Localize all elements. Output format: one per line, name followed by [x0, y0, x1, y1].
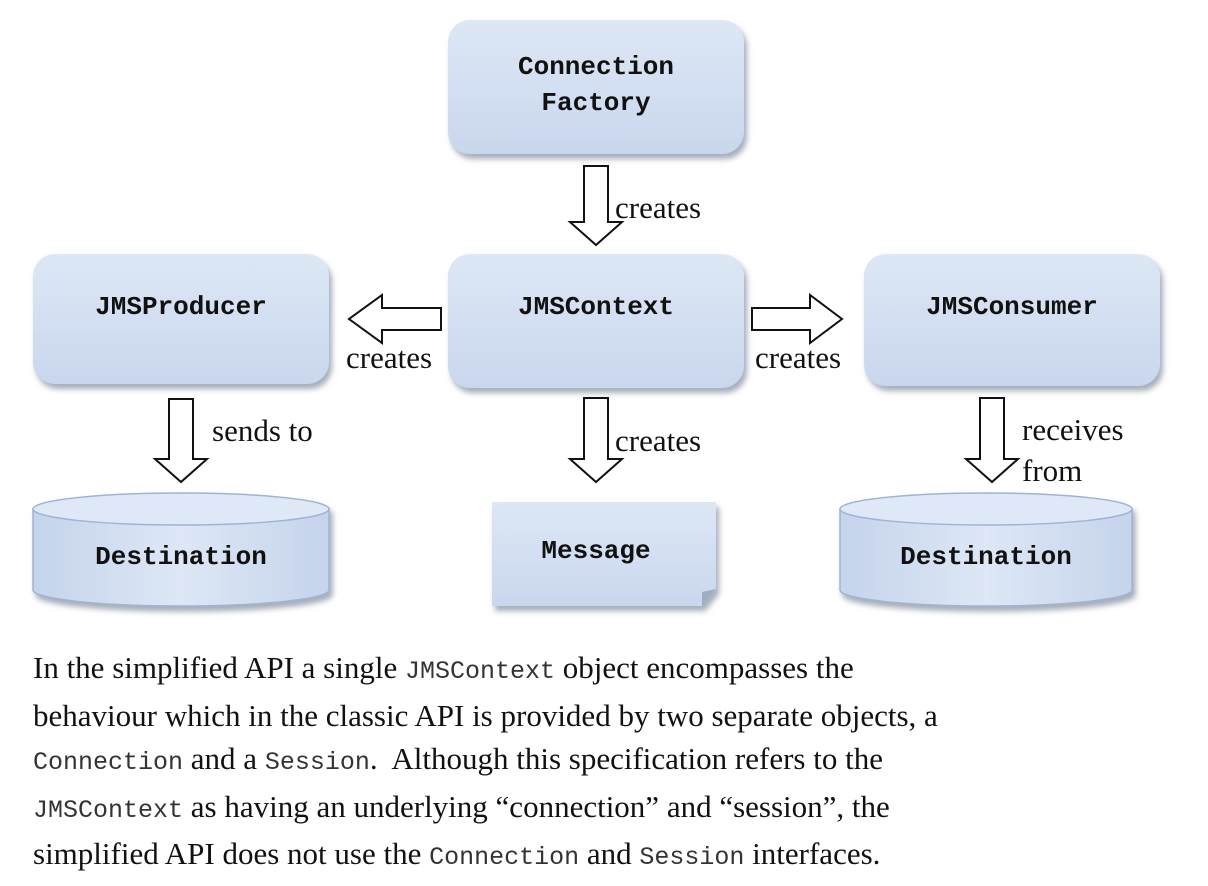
- caption-line-1: In the simplified API a single JMSContex…: [33, 650, 854, 686]
- message-node: [492, 502, 716, 606]
- caption-line-2: behaviour which in the classic API is pr…: [33, 697, 938, 733]
- jms-producer-label: JMSProducer: [95, 292, 267, 322]
- arrow-consumer-to-destination: [963, 397, 1021, 484]
- edge-label-context-message: creates: [615, 423, 701, 458]
- code-connection: Connection: [33, 748, 184, 777]
- arrow-context-to-producer: [347, 293, 442, 345]
- arrow-factory-to-context: [567, 165, 625, 247]
- code-jmscontext: JMSContext: [33, 795, 184, 825]
- caption-paragraph: In the simplified API a single JMSContex…: [33, 646, 1193, 880]
- edge-label-sends-to: sends to: [212, 413, 313, 448]
- destination-right-label: Destination: [900, 542, 1072, 572]
- jms-context-label: JMSContext: [518, 292, 674, 322]
- caption-line-3: Connection and a Session. Although this …: [33, 741, 883, 777]
- edge-label-context-consumer: creates: [755, 340, 841, 375]
- caption-line-5: simplified API does not use the Connecti…: [33, 836, 881, 872]
- edge-label-receives-line2: from: [1022, 453, 1082, 488]
- jms-producer-node: JMSProducer: [33, 254, 329, 384]
- edge-label-context-producer: creates: [346, 340, 432, 375]
- jms-consumer-label: JMSConsumer: [926, 292, 1098, 322]
- jms-api-diagram: Connection Factory creates JMSContext JM…: [32, 20, 1160, 607]
- caption-line-4: JMSContext as having an underlying “conn…: [33, 788, 890, 825]
- destination-right-node: [839, 492, 1133, 607]
- destination-left-label: Destination: [95, 542, 267, 572]
- edge-label-receives-line1: receives: [1022, 412, 1124, 447]
- message-label: Message: [541, 536, 650, 566]
- connection-factory-label-line2: Factory: [541, 88, 651, 118]
- code-connection: Connection: [429, 843, 580, 872]
- code-session: Session: [264, 748, 370, 777]
- connection-factory-label-line1: Connection: [518, 52, 674, 82]
- connection-factory-node: Connection Factory: [448, 20, 744, 154]
- arrow-producer-to-destination: [152, 398, 210, 484]
- destination-left-node: [32, 492, 330, 607]
- jms-consumer-node: JMSConsumer: [864, 254, 1160, 386]
- code-session: Session: [639, 843, 745, 872]
- edge-label-factory-context: creates: [615, 190, 701, 225]
- jms-context-node: JMSContext: [448, 254, 744, 388]
- arrow-context-to-message: [567, 397, 625, 484]
- arrow-context-to-consumer: [751, 293, 844, 345]
- code-jmscontext: JMSContext: [404, 657, 555, 686]
